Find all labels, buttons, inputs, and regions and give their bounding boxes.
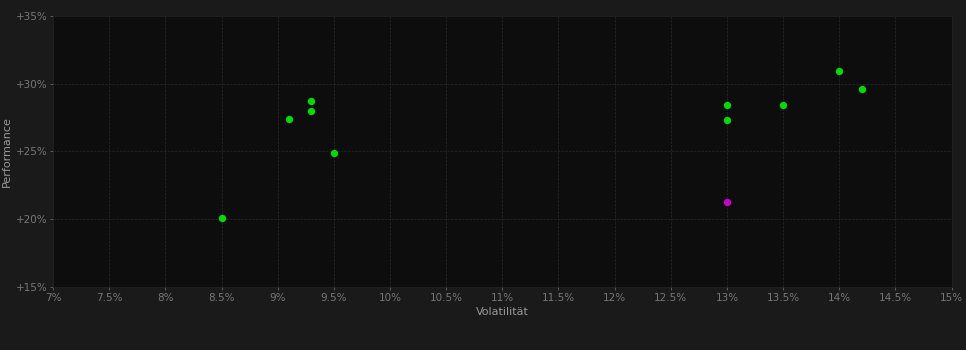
Y-axis label: Performance: Performance [2, 116, 12, 187]
Point [720, 117, 735, 123]
X-axis label: Volatilität: Volatilität [476, 307, 528, 317]
Point [281, 116, 297, 121]
Point [832, 69, 847, 74]
Point [327, 150, 342, 155]
Point [303, 98, 319, 104]
Point [720, 199, 735, 204]
Point [854, 86, 869, 92]
Point [720, 103, 735, 108]
Point [776, 103, 791, 108]
Point [303, 108, 319, 113]
Point [213, 215, 229, 220]
